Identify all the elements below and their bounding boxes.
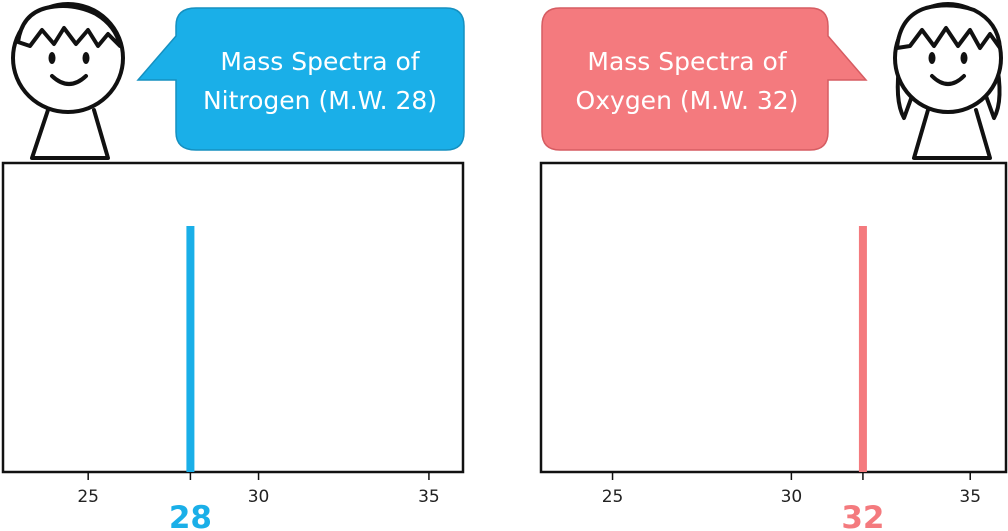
peak-label-oxygen-32: 32 [841, 500, 884, 531]
speech-bubble-nitrogen [136, 7, 465, 151]
bubble-line-2-nitrogen: Nitrogen (M.W. 28) [203, 86, 437, 115]
x-tick-label-oxygen-30: 30 [781, 487, 803, 507]
x-tick-label-nitrogen-30: 30 [248, 487, 270, 507]
bubble-line-1-nitrogen: Mass Spectra of [220, 47, 420, 76]
bubble-line-2-oxygen: Oxygen (M.W. 32) [576, 86, 799, 115]
plot-frame-oxygen [539, 161, 1008, 474]
peak-label-nitrogen-28: 28 [169, 500, 212, 531]
x-tick-label-oxygen-35: 35 [959, 487, 981, 507]
plot-area-oxygen: 25 30 35 32 [602, 226, 981, 531]
x-tick-label-oxygen-25: 25 [602, 487, 624, 507]
plot-frame-nitrogen [1, 161, 465, 474]
speech-bubble-oxygen [541, 7, 868, 151]
plot-area-nitrogen: 25 30 35 28 [77, 226, 440, 531]
x-tick-label-nitrogen-25: 25 [77, 487, 99, 507]
bubble-line-1-oxygen: Mass Spectra of [587, 47, 787, 76]
girl-face-icon [893, 2, 1003, 160]
peak-bar-nitrogen-28 [186, 226, 195, 472]
peak-bar-oxygen-32 [858, 226, 867, 472]
boy-face-icon [11, 2, 125, 160]
x-tick-label-nitrogen-35: 35 [418, 487, 440, 507]
